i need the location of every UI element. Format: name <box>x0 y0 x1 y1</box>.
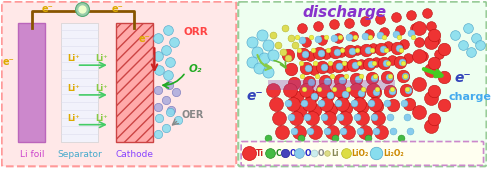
FancyBboxPatch shape <box>2 2 236 166</box>
Text: Li⁺: Li⁺ <box>67 84 80 93</box>
Text: ORR: ORR <box>184 27 208 37</box>
Text: Li⁺: Li⁺ <box>67 54 80 63</box>
Text: Li foil: Li foil <box>20 150 44 159</box>
Text: e⁻: e⁻ <box>246 89 263 103</box>
Text: Li₂O₂: Li₂O₂ <box>383 149 404 158</box>
Text: Li⁺: Li⁺ <box>67 114 80 123</box>
Text: Li⁺: Li⁺ <box>95 84 108 93</box>
Text: charge: charge <box>448 92 492 102</box>
Bar <box>268 80 395 90</box>
Bar <box>61 22 98 142</box>
Text: OER: OER <box>182 110 204 120</box>
Bar <box>116 22 152 142</box>
Text: LiO₂: LiO₂ <box>351 149 368 158</box>
Text: O: O <box>318 149 324 158</box>
Text: Li⁺: Li⁺ <box>95 114 108 123</box>
Text: O₂: O₂ <box>188 64 202 74</box>
Text: Li: Li <box>331 149 338 158</box>
FancyBboxPatch shape <box>238 2 486 166</box>
Text: C: C <box>276 149 281 158</box>
Text: e⁻: e⁻ <box>2 57 14 67</box>
Text: O: O <box>290 149 296 158</box>
Text: e⁻: e⁻ <box>454 71 471 85</box>
Bar <box>18 22 46 142</box>
FancyBboxPatch shape <box>241 142 484 165</box>
Text: e⁻: e⁻ <box>42 4 54 14</box>
Text: Ti: Ti <box>256 149 264 158</box>
Text: discharge: discharge <box>302 5 386 20</box>
Text: Li⁺: Li⁺ <box>95 54 108 63</box>
Text: e⁻: e⁻ <box>112 4 124 14</box>
Text: e⁻: e⁻ <box>139 34 150 44</box>
Text: Separator: Separator <box>57 150 102 159</box>
Text: O: O <box>304 149 311 158</box>
Text: Cathode: Cathode <box>115 150 153 159</box>
